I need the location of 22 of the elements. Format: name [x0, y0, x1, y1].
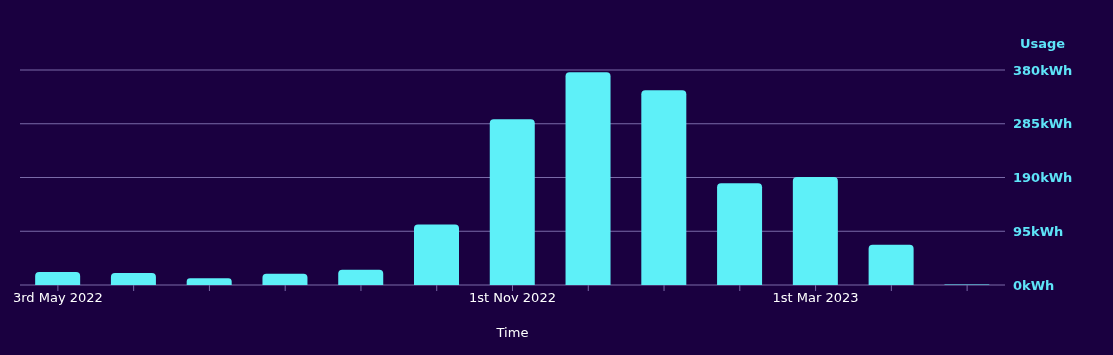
bar — [565, 72, 611, 285]
y-tick-label: 95kWh — [1013, 223, 1064, 239]
x-tick-label: 3rd May 2022 — [12, 290, 103, 306]
bar — [338, 269, 384, 285]
x-axis-title: Time — [495, 325, 529, 340]
bar — [641, 90, 687, 285]
y-tick-label: 190kWh — [1013, 170, 1073, 186]
bar — [414, 224, 459, 285]
y-tick-label: 0kWh — [1013, 277, 1055, 293]
bar — [792, 176, 838, 285]
y-tick-label: 285kWh — [1013, 116, 1073, 132]
x-tick-label: 1st Nov 2022 — [469, 290, 556, 306]
bar — [489, 119, 535, 285]
x-tick-label: 1st Mar 2023 — [772, 290, 859, 306]
bar — [717, 183, 763, 285]
bar — [262, 273, 308, 285]
bar — [110, 273, 156, 285]
bar — [868, 244, 914, 285]
y-tick-label: 380kWh — [1013, 62, 1073, 78]
bar — [186, 278, 232, 285]
y-axis-title: Usage — [1020, 36, 1066, 51]
bar — [35, 271, 81, 285]
